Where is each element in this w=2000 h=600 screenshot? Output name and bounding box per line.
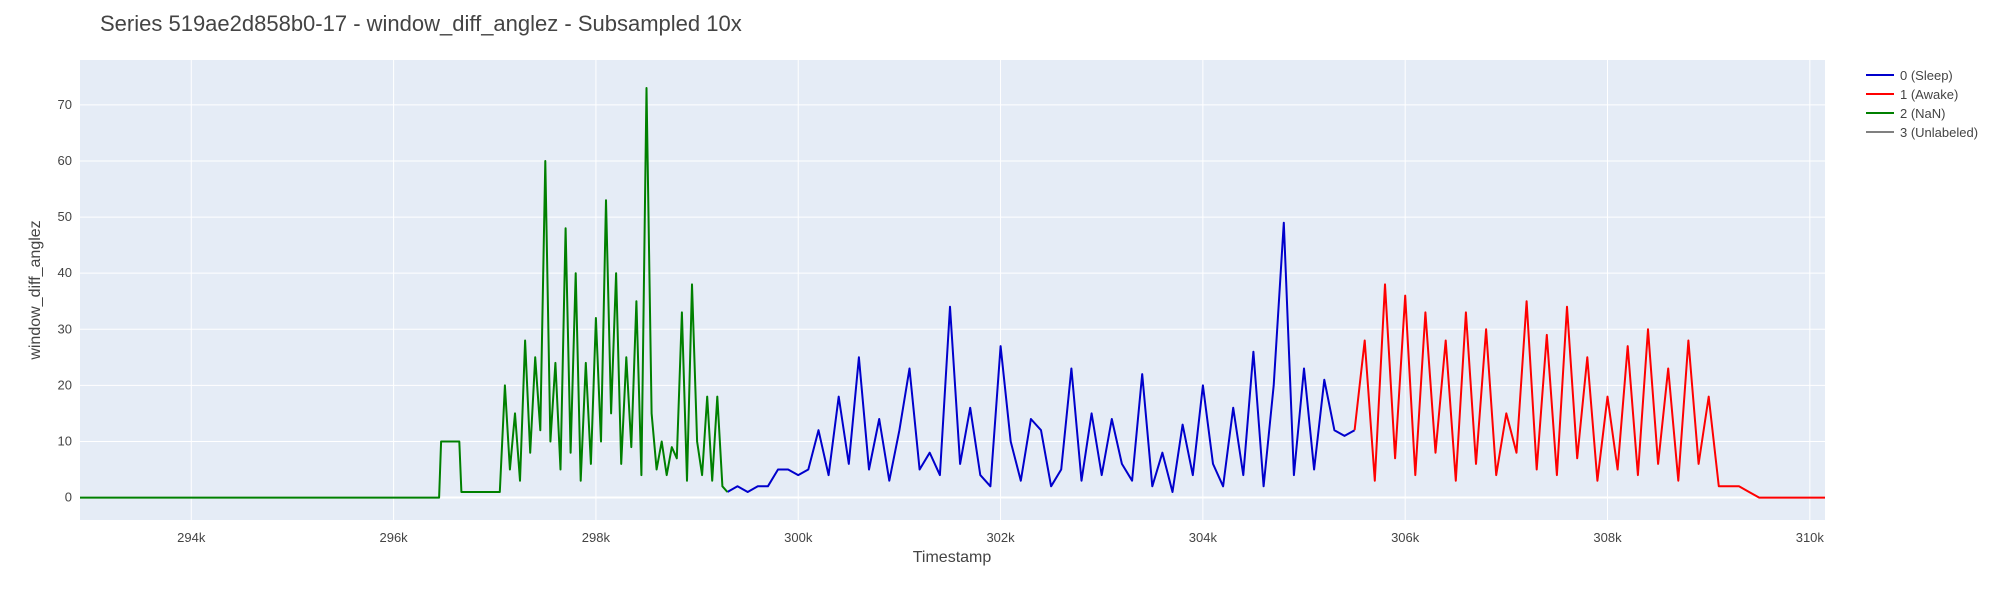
x-tick-label: 302k (986, 530, 1015, 545)
legend: 0 (Sleep) 1 (Awake) 2 (NaN) 3 (Unlabeled) (1866, 68, 1978, 140)
x-tick-label: 298k (582, 530, 611, 545)
y-tick-label: 20 (58, 377, 72, 392)
y-axis-ticks: 0 10 20 30 40 50 60 70 (58, 97, 72, 505)
y-tick-label: 40 (58, 265, 72, 280)
y-tick-label: 70 (58, 97, 72, 112)
legend-item-1[interactable]: 1 (Awake) (1900, 87, 1958, 102)
x-tick-label: 306k (1391, 530, 1420, 545)
series-line-1 (1353, 283, 1825, 499)
x-tick-label: 310k (1796, 530, 1825, 545)
chart-title: Series 519ae2d858b0-17 - window_diff_ang… (100, 11, 742, 36)
legend-item-3[interactable]: 3 (Unlabeled) (1900, 125, 1978, 140)
x-tick-label: 300k (784, 530, 813, 545)
x-tick-label: 304k (1189, 530, 1218, 545)
x-tick-label: 294k (177, 530, 206, 545)
grid-lines (80, 60, 1825, 520)
y-tick-label: 10 (58, 433, 72, 448)
plot-area (80, 60, 1825, 520)
series-line-0 (726, 221, 1356, 493)
y-tick-label: 30 (58, 321, 72, 336)
y-tick-label: 0 (65, 490, 72, 505)
y-tick-label: 60 (58, 153, 72, 168)
legend-item-2[interactable]: 2 (NaN) (1900, 106, 1946, 121)
x-tick-label: 296k (379, 530, 408, 545)
y-tick-label: 50 (58, 209, 72, 224)
legend-item-0[interactable]: 0 (Sleep) (1900, 68, 1953, 83)
y-axis-title: window_diff_anglez (27, 220, 44, 360)
series-line-2 (80, 87, 729, 499)
x-tick-label: 308k (1593, 530, 1622, 545)
series-lines (80, 87, 1825, 499)
x-axis-ticks: 294k 296k 298k 300k 302k 304k 306k 308k 310k (177, 530, 1824, 545)
x-axis-title: Timestamp (913, 549, 992, 566)
